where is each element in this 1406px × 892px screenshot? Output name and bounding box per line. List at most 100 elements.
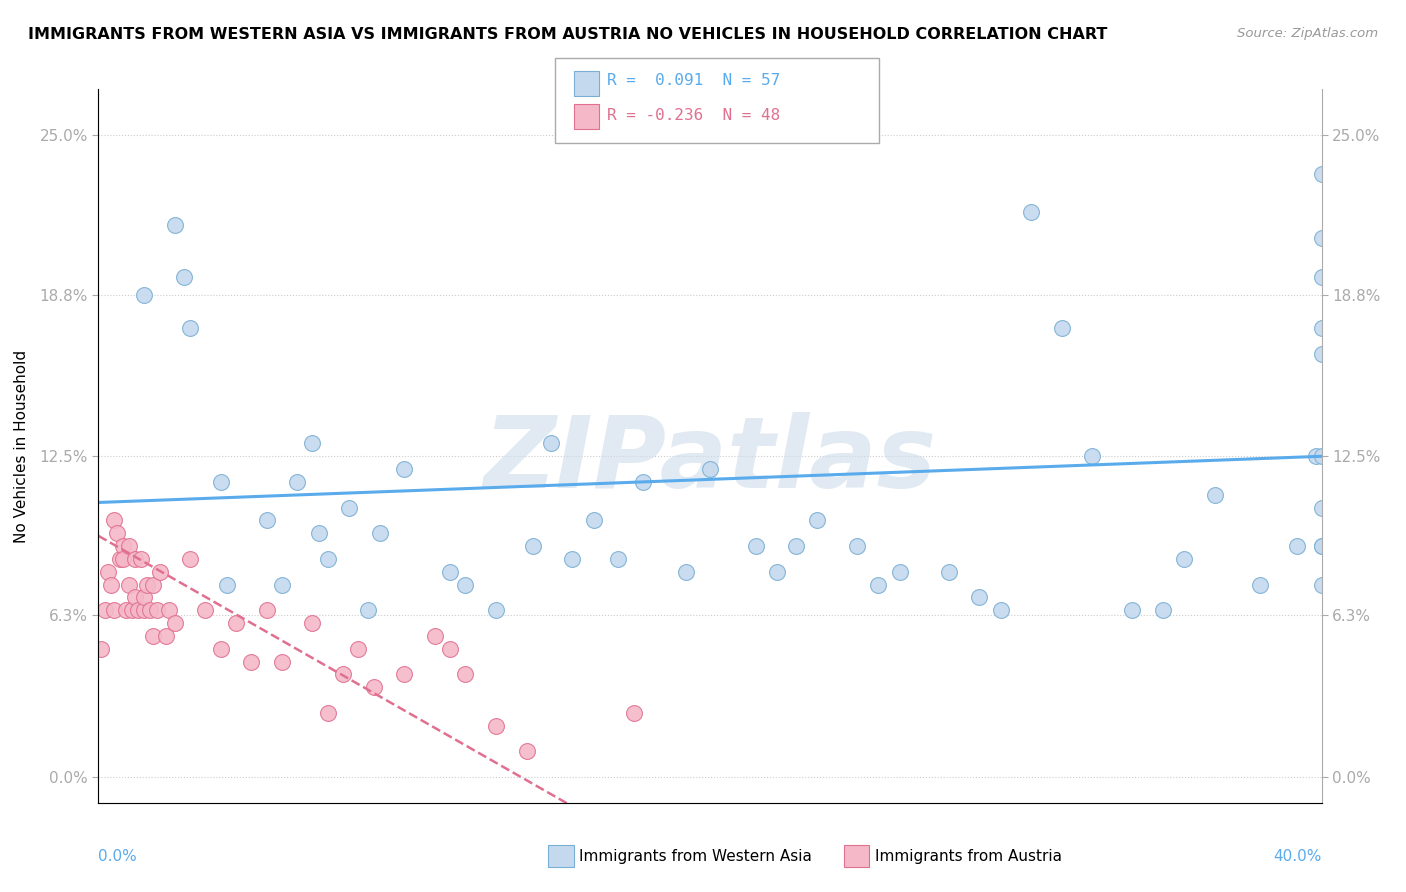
Point	[1310, 346, 1333, 360]
Point	[1019, 205, 1042, 219]
Point	[270, 577, 292, 591]
Point	[308, 526, 330, 541]
Text: Source: ZipAtlas.com: Source: ZipAtlas.com	[1237, 27, 1378, 40]
Point	[124, 552, 146, 566]
Point	[215, 577, 238, 591]
Point	[103, 513, 125, 527]
Text: R = -0.236  N = 48: R = -0.236 N = 48	[607, 108, 780, 122]
Point	[139, 603, 162, 617]
Point	[105, 526, 128, 541]
Point	[485, 603, 508, 617]
Point	[145, 603, 167, 617]
Point	[1152, 603, 1174, 617]
Point	[301, 436, 323, 450]
Point	[745, 539, 768, 553]
Point	[516, 744, 538, 758]
Point	[332, 667, 354, 681]
Point	[868, 577, 890, 591]
Point	[127, 603, 149, 617]
Point	[179, 552, 201, 566]
Point	[270, 655, 292, 669]
Point	[1081, 450, 1104, 464]
Point	[134, 287, 156, 301]
Text: 0.0%: 0.0%	[98, 849, 138, 864]
Point	[1121, 603, 1143, 617]
Text: Immigrants from Western Asia: Immigrants from Western Asia	[579, 849, 813, 863]
Y-axis label: No Vehicles in Household: No Vehicles in Household	[14, 350, 28, 542]
Point	[454, 667, 477, 681]
Text: IMMIGRANTS FROM WESTERN ASIA VS IMMIGRANTS FROM AUSTRIA NO VEHICLES IN HOUSEHOLD: IMMIGRANTS FROM WESTERN ASIA VS IMMIGRAN…	[28, 27, 1108, 42]
Point	[990, 603, 1012, 617]
Point	[845, 539, 868, 553]
Point	[97, 565, 120, 579]
Point	[163, 219, 186, 233]
Point	[938, 565, 960, 579]
Point	[103, 603, 125, 617]
Point	[1173, 552, 1195, 566]
Point	[623, 706, 645, 720]
Point	[582, 513, 605, 527]
Point	[347, 641, 370, 656]
Point	[967, 591, 990, 605]
Point	[454, 577, 477, 591]
Point	[1310, 167, 1333, 181]
Point	[522, 539, 544, 553]
Point	[316, 552, 339, 566]
Point	[108, 552, 131, 566]
Point	[225, 616, 247, 631]
Point	[285, 475, 308, 489]
Point	[1286, 539, 1309, 553]
Point	[93, 603, 115, 617]
Point	[485, 719, 508, 733]
Point	[111, 539, 134, 553]
Point	[561, 552, 583, 566]
Point	[173, 269, 195, 284]
Point	[134, 603, 156, 617]
Point	[699, 462, 721, 476]
Text: Immigrants from Austria: Immigrants from Austria	[875, 849, 1062, 863]
Point	[356, 603, 378, 617]
Point	[136, 577, 159, 591]
Point	[1204, 488, 1226, 502]
Point	[155, 629, 177, 643]
Point	[392, 667, 416, 681]
Point	[121, 603, 143, 617]
Point	[1310, 577, 1333, 591]
Point	[785, 539, 807, 553]
Point	[1310, 231, 1333, 245]
Point	[209, 641, 232, 656]
Point	[111, 552, 134, 566]
Point	[301, 616, 323, 631]
Point	[1050, 321, 1073, 335]
Text: ZIPatlas: ZIPatlas	[484, 412, 936, 508]
Point	[675, 565, 697, 579]
Point	[179, 321, 201, 335]
Point	[142, 629, 165, 643]
Point	[423, 629, 446, 643]
Point	[134, 591, 156, 605]
Point	[439, 641, 461, 656]
Point	[631, 475, 654, 489]
Point	[124, 591, 146, 605]
Point	[256, 603, 278, 617]
Point	[149, 565, 172, 579]
Point	[157, 603, 180, 617]
Point	[240, 655, 263, 669]
Point	[1310, 321, 1333, 335]
Point	[766, 565, 789, 579]
Text: 40.0%: 40.0%	[1274, 849, 1322, 864]
Point	[256, 513, 278, 527]
Point	[1310, 450, 1333, 464]
Point	[194, 603, 217, 617]
Point	[806, 513, 828, 527]
Point	[100, 577, 122, 591]
Point	[316, 706, 339, 720]
Point	[540, 436, 562, 450]
Point	[607, 552, 630, 566]
Point	[1310, 539, 1333, 553]
Point	[1305, 450, 1327, 464]
Text: R =  0.091  N = 57: R = 0.091 N = 57	[607, 73, 780, 87]
Point	[337, 500, 360, 515]
Point	[368, 526, 391, 541]
Point	[392, 462, 416, 476]
